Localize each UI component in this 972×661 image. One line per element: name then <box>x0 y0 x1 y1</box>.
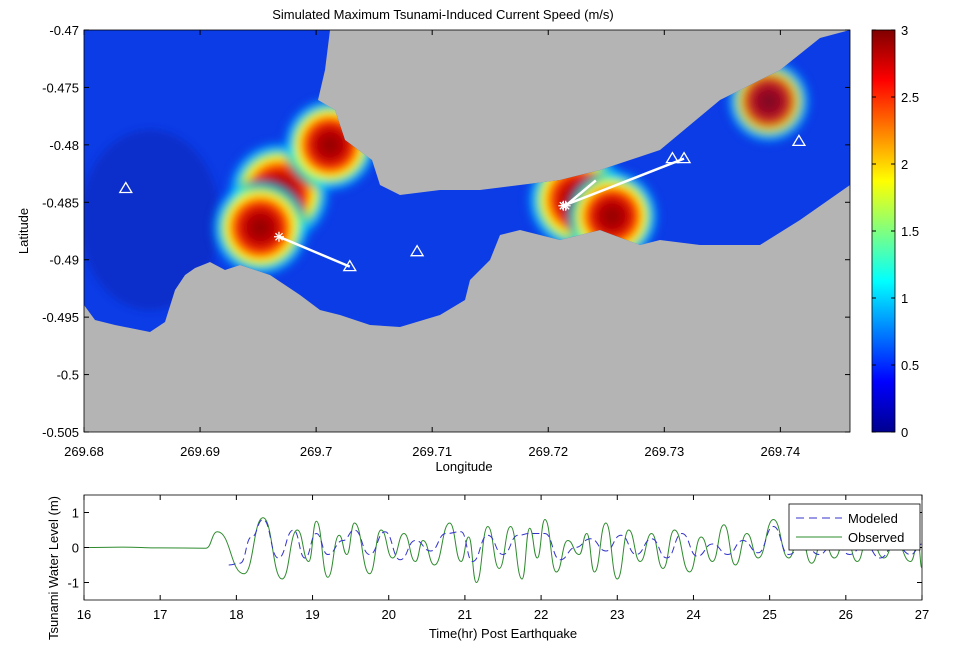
triangle-marker-icon <box>342 259 357 272</box>
timeseries-ytick-label: -1 <box>67 576 79 591</box>
map-xtick-label: 269.72 <box>528 444 568 459</box>
timeseries-ylabel: Tsunami Water Level (m) <box>46 496 61 640</box>
timeseries-xtick-label: 26 <box>839 607 853 622</box>
map-xtick-label: 269.74 <box>760 444 800 459</box>
timeseries-xtick-label: 23 <box>610 607 624 622</box>
triangle-marker-icon <box>676 151 692 164</box>
colorbar-tick-label: 2.5 <box>901 90 919 105</box>
timeseries-xtick-label: 25 <box>762 607 776 622</box>
timeseries-xtick-label: 24 <box>686 607 700 622</box>
timeseries-ytick-label: 1 <box>72 506 79 521</box>
colorbar-tick-label: 0.5 <box>901 358 919 373</box>
map-xtick-label: 269.69 <box>180 444 220 459</box>
triangle-marker-icon <box>409 244 425 257</box>
map-xtick-label: 269.73 <box>644 444 684 459</box>
timeseries-xlabel: Time(hr) Post Earthquake <box>429 626 577 641</box>
colorbar-tick-label: 1.5 <box>901 224 919 239</box>
triangle-marker-icon <box>118 181 133 194</box>
timeseries-ytick-label: 0 <box>72 541 79 556</box>
legend-modeled-label: Modeled <box>848 511 898 526</box>
map-xtick-label: 269.7 <box>300 444 333 459</box>
timeseries-xtick-label: 22 <box>534 607 548 622</box>
colorbar-tick-label: 1 <box>901 291 908 306</box>
asterisk-icon <box>273 231 284 242</box>
vector-line-0 <box>278 235 351 268</box>
vectors <box>273 157 685 268</box>
asterisk-icon <box>560 200 571 211</box>
markers <box>118 134 807 272</box>
timeseries-xtick-label: 19 <box>305 607 319 622</box>
map-yticks: -0.47 -0.475 -0.48 -0.485 -0.49 -0.495 -0.5 -0.… <box>42 23 850 440</box>
timeseries-xtick-label: 16 <box>77 607 91 622</box>
timeseries-xtick-label: 27 <box>915 607 929 622</box>
deep-water-shade <box>84 130 220 310</box>
legend-observed-label: Observed <box>848 530 904 545</box>
map-ytick-label: -0.475 <box>42 80 79 95</box>
map-ytick-label: -0.48 <box>49 138 79 153</box>
map-ytick-label: -0.47 <box>49 23 79 38</box>
timeseries-xtick-label: 17 <box>153 607 167 622</box>
map-ytick-label: -0.49 <box>49 253 79 268</box>
map-ytick-label: -0.495 <box>42 310 79 325</box>
hotspot-1 <box>208 175 313 280</box>
timeseries-axes-box <box>83 494 923 601</box>
map-xlabel: Longitude <box>435 459 492 474</box>
map-ytick-label: -0.5 <box>57 368 79 383</box>
legend: Modeled Observed <box>788 503 921 551</box>
map-xtick-label: 269.68 <box>64 444 104 459</box>
colorbar-ticks: 0 0.5 1 1.5 2 2.5 3 <box>872 23 919 440</box>
vector-line-1 <box>562 157 685 207</box>
map-axes-box <box>83 29 851 433</box>
vector-line-2 <box>564 179 597 207</box>
timeseries-xtick-label: 20 <box>381 607 395 622</box>
timeseries-xtick-label: 21 <box>458 607 472 622</box>
map-xtick-label: 269.71 <box>412 444 452 459</box>
colorbar-tick-label: 0 <box>901 425 908 440</box>
map-plot-area <box>84 30 850 432</box>
map-ytick-label: -0.505 <box>42 425 79 440</box>
triangle-marker-icon <box>791 134 807 147</box>
timeseries-xtick-label: 18 <box>229 607 243 622</box>
colorbar-tick-label: 3 <box>901 23 908 38</box>
map-title: Simulated Maximum Tsunami-Induced Curren… <box>272 7 614 22</box>
colorbar-tick-label: 2 <box>901 157 908 172</box>
map-xticks: 269.68 269.69 269.7 269.71 269.72 269.73 269.7… <box>64 30 800 459</box>
triangle-marker-icon <box>665 151 680 164</box>
timeseries-xticks: 16 17 18 19 20 21 22 23 24 25 26 27 <box>77 495 929 622</box>
legend-box <box>788 503 921 551</box>
map-ytick-label: -0.485 <box>42 195 79 210</box>
map-ylabel: Latitude <box>16 208 31 254</box>
